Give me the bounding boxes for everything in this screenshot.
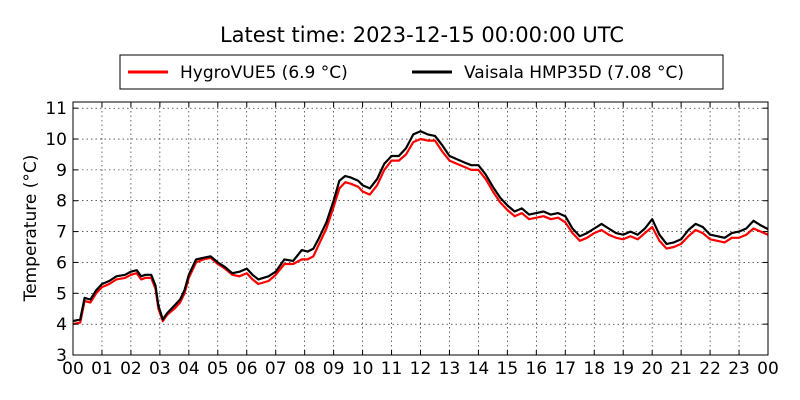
- x-tick-label: 18: [583, 359, 605, 379]
- x-tick-label: 06: [236, 359, 258, 379]
- y-tick-label: 8: [56, 192, 67, 212]
- y-tick-label: 6: [56, 253, 67, 273]
- x-tick-label: 05: [207, 359, 229, 379]
- x-tick-label: 01: [91, 359, 113, 379]
- x-tick-label: 11: [381, 359, 403, 379]
- y-tick-label: 10: [45, 130, 67, 150]
- x-tick-label: 00: [757, 359, 779, 379]
- legend-label-hygrovue5: HygroVUE5 (6.9 °C): [180, 63, 348, 83]
- x-tick-label: 14: [468, 359, 490, 379]
- y-tick-label: 5: [56, 284, 67, 304]
- x-tick-label: 20: [641, 359, 663, 379]
- x-tick-label: 21: [670, 359, 692, 379]
- series-line-vaisala: [72, 130, 769, 323]
- chart-title: Latest time: 2023-12-15 00:00:00 UTC: [220, 23, 624, 47]
- plot-area: 00 01 02 03 04 05 06 07 08 09 10 11 12 13 14 15 16 17 18 19…: [45, 99, 778, 379]
- legend: HygroVUE5 (6.9 °C) Vaisala HMP35D (7.08 …: [119, 54, 724, 90]
- x-tick-label: 22: [699, 359, 721, 379]
- y-tick-label: 7: [56, 223, 67, 243]
- x-tick-label: 15: [497, 359, 519, 379]
- x-tick-label: 13: [439, 359, 461, 379]
- x-tick-label: 04: [178, 359, 200, 379]
- y-tick-label: 9: [56, 161, 67, 181]
- x-tick-label: 02: [120, 359, 142, 379]
- x-tick-label: 03: [149, 359, 171, 379]
- x-tick-label: 00: [62, 359, 84, 379]
- x-tick-label: 07: [265, 359, 287, 379]
- x-tick-label: 16: [526, 359, 548, 379]
- x-tick-label: 17: [554, 359, 576, 379]
- x-tick-label: 09: [323, 359, 345, 379]
- x-tick-label: 12: [410, 359, 432, 379]
- x-tick-label: 08: [294, 359, 316, 379]
- y-tick-label: 11: [45, 99, 67, 119]
- legend-label-vaisala: Vaisala HMP35D (7.08 °C): [464, 63, 684, 83]
- y-tick-label: 3: [56, 346, 67, 366]
- y-tick-label: 4: [56, 315, 67, 335]
- x-tick-label: 10: [352, 359, 374, 379]
- x-tick-label: 23: [728, 359, 750, 379]
- y-axis-label: Temperature (°C): [21, 155, 41, 303]
- x-tick-label: 19: [612, 359, 634, 379]
